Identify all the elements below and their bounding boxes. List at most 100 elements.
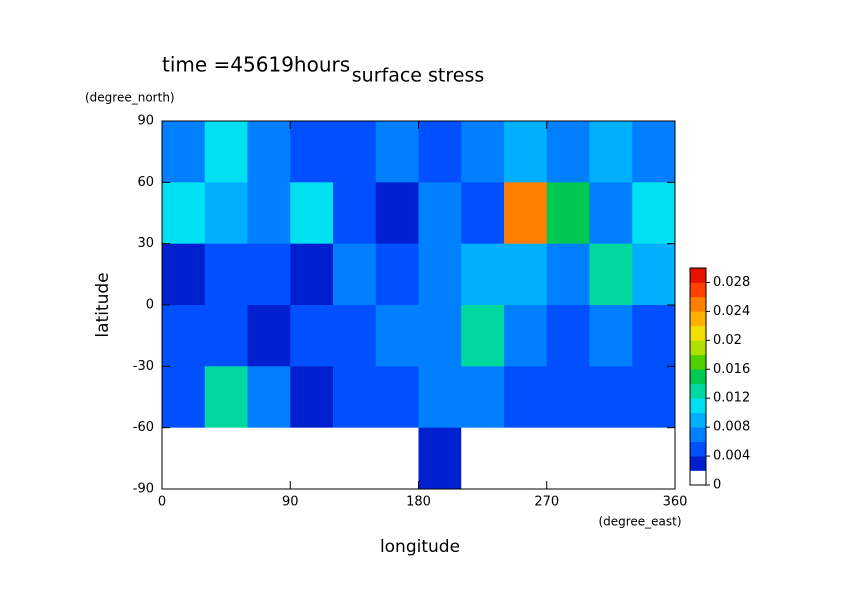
cell [333, 121, 377, 183]
cell [290, 121, 334, 183]
cell [546, 366, 590, 429]
cell [375, 427, 419, 490]
y-tick-label: 0 [146, 298, 154, 313]
cell [290, 427, 334, 490]
colorbar-band [690, 412, 706, 428]
cell [290, 182, 334, 245]
cell [247, 366, 291, 429]
cell [461, 121, 505, 183]
cell [204, 182, 248, 245]
cell [504, 366, 548, 429]
cell [375, 305, 419, 367]
cell [333, 366, 377, 429]
cell [589, 121, 633, 183]
cell [418, 305, 462, 367]
colorbar-band [690, 311, 706, 327]
colorbar-band [690, 268, 706, 283]
cell [546, 243, 590, 306]
colorbar-band [690, 427, 706, 442]
cell [418, 366, 462, 429]
cell [333, 305, 377, 367]
cell [247, 121, 291, 183]
y-label: latitude [93, 272, 113, 337]
cell [204, 305, 248, 367]
cell [204, 366, 248, 429]
x-tick-label: 0 [158, 495, 166, 510]
cell [247, 305, 291, 367]
cell [632, 182, 676, 245]
colorbar-band [690, 282, 706, 298]
cell [247, 182, 291, 245]
cell [204, 243, 248, 306]
cell [290, 366, 334, 429]
colorbar-tick-label: 0.004 [713, 449, 750, 464]
cell [162, 427, 206, 490]
cell [333, 427, 377, 490]
y-tick-label: -90 [133, 482, 154, 497]
colorbar-tick-label: 0.02 [713, 333, 742, 348]
x-tick-label: 180 [406, 495, 431, 510]
cell [504, 243, 548, 306]
cell [204, 121, 248, 183]
colorbar-band [690, 470, 706, 486]
cell [461, 182, 505, 245]
cell [418, 182, 462, 245]
colorbar-band [690, 325, 706, 341]
y-tick-label: 90 [137, 114, 154, 129]
colorbar-band [690, 296, 706, 312]
cell [290, 305, 334, 367]
colorbar-band [690, 383, 706, 399]
cell [504, 121, 548, 183]
cell [204, 427, 248, 490]
x-units: (degree_east) [598, 515, 681, 529]
cell [632, 305, 676, 367]
cell [461, 305, 505, 367]
cell [461, 243, 505, 306]
colorbar-band [690, 398, 706, 413]
cell [589, 305, 633, 367]
x-tick-label: 270 [534, 495, 559, 510]
cell [290, 243, 334, 306]
colorbar-band [690, 369, 706, 385]
cell [418, 243, 462, 306]
y-units: (degree_north) [85, 91, 175, 105]
cell [632, 121, 676, 183]
cell [162, 121, 206, 183]
colorbar-band [690, 441, 706, 457]
y-tick-label: 60 [137, 175, 154, 190]
colorbar-band [690, 340, 706, 356]
cell [504, 305, 548, 367]
cell [632, 366, 676, 429]
cell [333, 243, 377, 306]
cell [589, 243, 633, 306]
cell [247, 243, 291, 306]
cell [375, 182, 419, 245]
colorbar-band [690, 354, 706, 370]
cell [162, 366, 206, 429]
cell [375, 121, 419, 183]
cell [418, 427, 462, 490]
cell [589, 366, 633, 429]
y-tick-label: -30 [133, 359, 154, 374]
cell [546, 305, 590, 367]
y-tick-label: 30 [137, 236, 154, 251]
cell [504, 182, 548, 245]
x-label: longitude [380, 537, 460, 557]
colorbar-frame [689, 267, 707, 486]
cell [375, 366, 419, 429]
cell [546, 427, 590, 490]
cell [589, 427, 633, 490]
cell [589, 182, 633, 245]
cell [461, 366, 505, 429]
cell [162, 182, 206, 245]
colorbar-tick-label: 0.012 [713, 391, 750, 406]
cell [162, 243, 206, 306]
colorbar-tick-label: 0 [713, 478, 721, 493]
cell [461, 427, 505, 490]
colorbar-tick-label: 0.024 [713, 304, 750, 319]
colorbar-band [690, 456, 706, 471]
colorbar-tick-label: 0.028 [713, 275, 750, 290]
cell [375, 243, 419, 306]
x-tick-label: 360 [663, 495, 688, 510]
